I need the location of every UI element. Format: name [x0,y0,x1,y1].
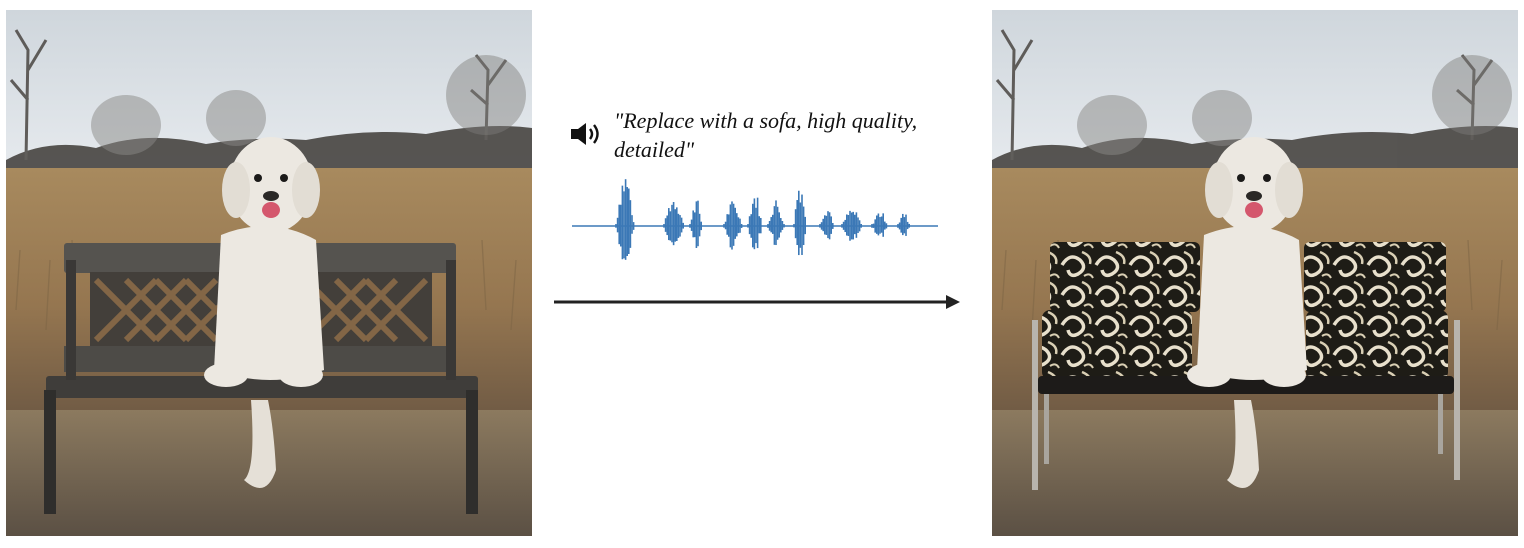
audio-waveform [572,179,938,260]
white-dog [1187,137,1307,488]
waveform-bars [572,179,938,260]
output-image [992,10,1518,536]
white-dog [204,137,324,488]
patterned-sofa [1032,242,1460,490]
audio-instruction-text: "Replace with a sofa, high quality, deta… [614,108,918,162]
output-photo-drawing [992,10,1518,536]
input-image [6,10,532,536]
speaker-volume-icon [571,123,599,145]
input-photo-drawing [6,10,532,536]
right-arrow-icon [554,295,960,309]
instruction-panel: "Replace with a sofa, high quality, deta… [540,0,980,548]
